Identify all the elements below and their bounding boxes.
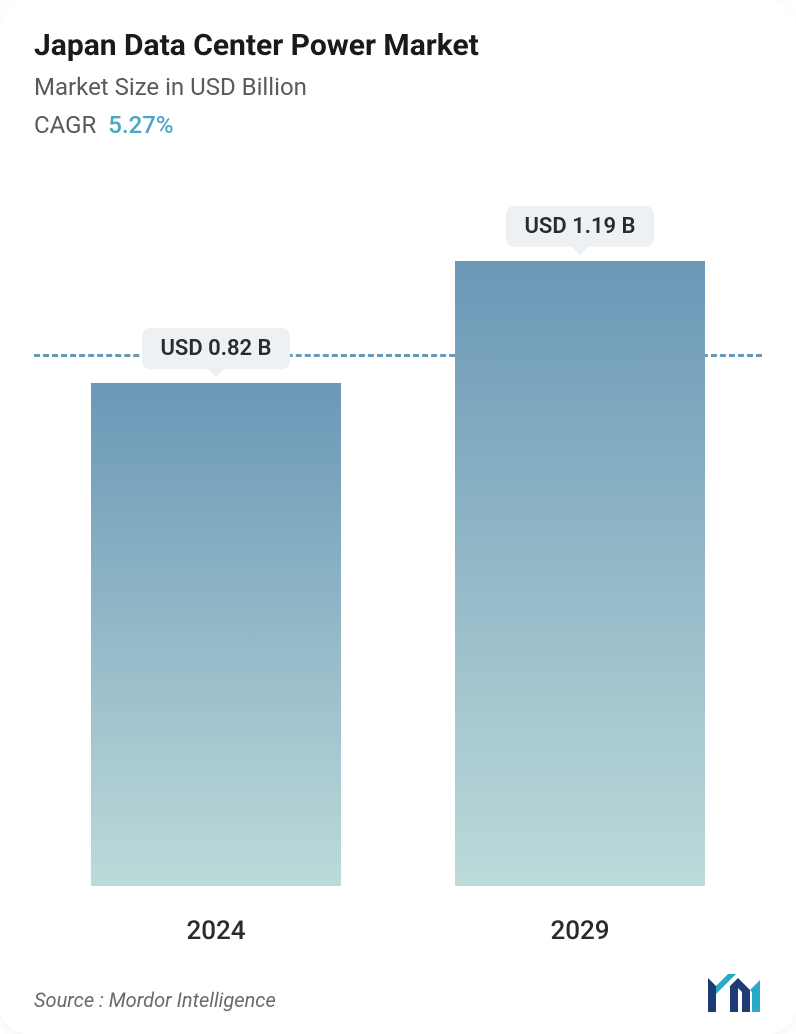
cagr-label: CAGR [34, 111, 96, 139]
x-axis-labels: 2024 2029 [34, 916, 762, 946]
bars-row: USD 0.82 B USD 1.19 B [34, 179, 762, 886]
source-name: Mordor Intelligence [109, 988, 276, 1012]
source-attribution: Source : Mordor Intelligence [34, 988, 276, 1012]
chart-title: Japan Data Center Power Market [34, 28, 762, 63]
footer: Source : Mordor Intelligence [34, 972, 762, 1012]
mordor-logo-icon [706, 972, 762, 1012]
chart-subtitle: Market Size in USD Billion [34, 73, 762, 101]
bar-group-2029: USD 1.19 B [455, 206, 705, 886]
x-label-2024: 2024 [91, 916, 341, 946]
value-tag-2029: USD 1.19 B [506, 206, 653, 247]
value-tag-2024: USD 0.82 B [142, 328, 289, 369]
bar-group-2024: USD 0.82 B [91, 328, 341, 886]
cagr-row: CAGR 5.27% [34, 111, 762, 139]
source-prefix: Source : [34, 988, 104, 1012]
chart-area: USD 0.82 B USD 1.19 B 2024 2029 [34, 179, 762, 946]
x-label-2029: 2029 [455, 916, 705, 946]
bar-2029 [455, 261, 705, 886]
chart-card: Japan Data Center Power Market Market Si… [0, 0, 796, 1034]
bar-2024 [91, 383, 341, 886]
cagr-value: 5.27% [108, 111, 173, 139]
